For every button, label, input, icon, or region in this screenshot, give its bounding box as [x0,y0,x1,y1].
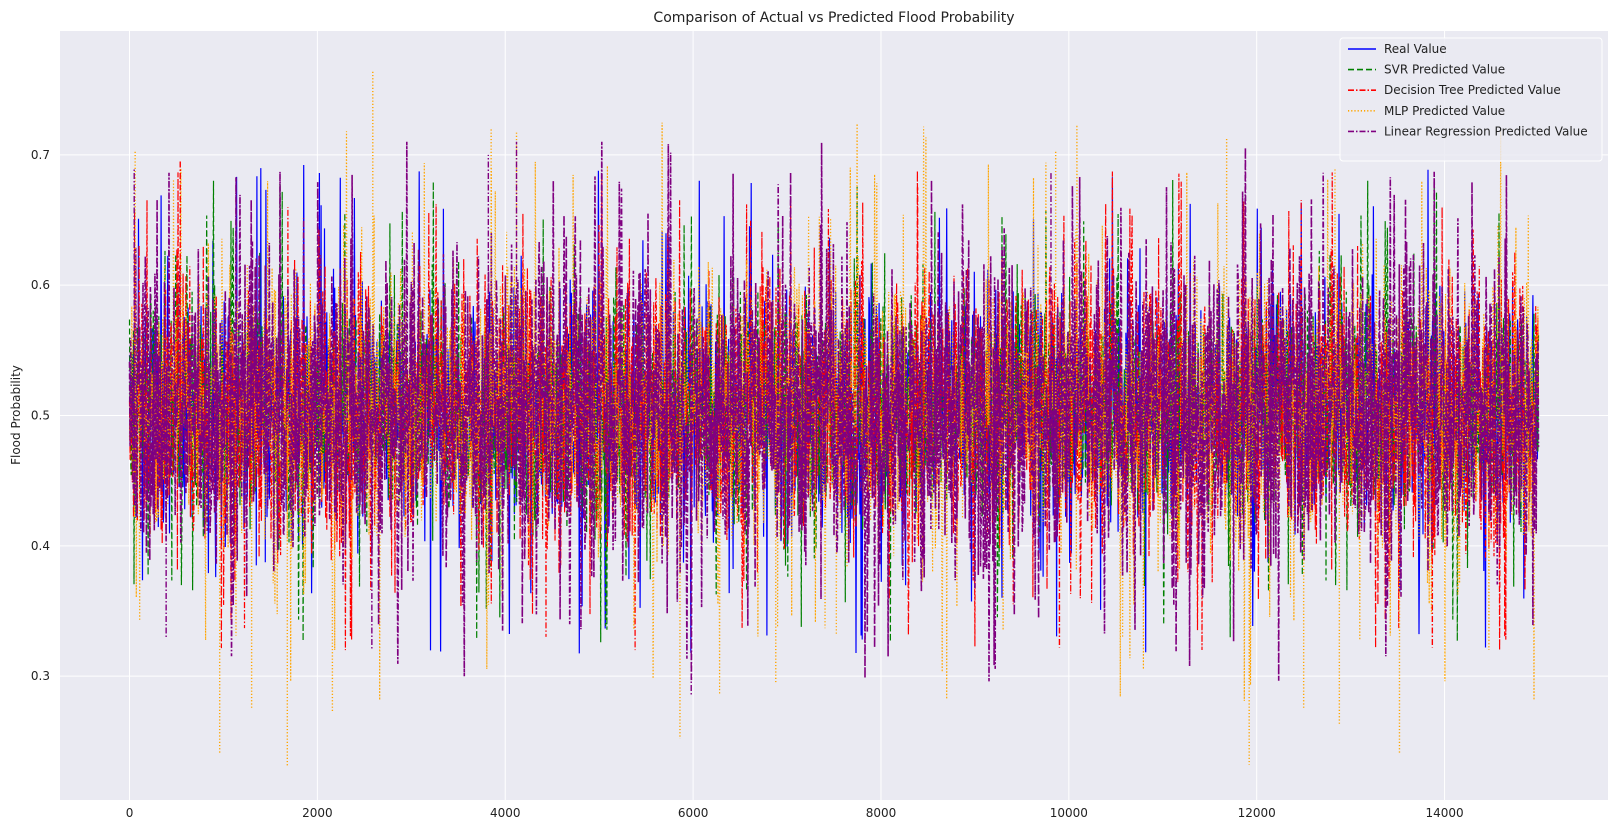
x-tick-label: 2000 [302,806,333,820]
x-tick-label: 8000 [866,806,897,820]
legend-label: SVR Predicted Value [1384,63,1505,77]
y-tick-label: 0.3 [31,669,50,683]
y-tick-label: 0.4 [31,539,50,553]
x-tick-label: 10000 [1050,806,1088,820]
x-tick-label: 12000 [1238,806,1276,820]
y-tick-label: 0.7 [31,148,50,162]
legend-box [1339,37,1603,162]
legend-label: MLP Predicted Value [1384,104,1505,118]
chart-title: Comparison of Actual vs Predicted Flood … [653,10,1014,26]
y-tick-label: 0.6 [31,278,50,292]
x-axis-ticks: 0 2000 4000 6000 8000 10000 12000 14000 [126,806,1464,820]
y-tick-label: 0.5 [31,409,50,423]
legend-label: Decision Tree Predicted Value [1384,83,1561,97]
legend-label: Linear Regression Predicted Value [1384,124,1588,138]
x-tick-label: 0 [126,806,134,820]
x-tick-label: 6000 [678,806,709,820]
plot-area [128,70,1540,768]
series-line-4 [128,141,1540,682]
legend: Real Value SVR Predicted Value Decision Tr… [1339,37,1603,162]
x-tick-label: 4000 [490,806,521,820]
series-layer [128,70,1540,768]
y-axis-ticks: 0.3 0.4 0.5 0.6 0.7 [31,148,50,683]
y-axis-label: Flood Probability [9,365,23,465]
legend-label: Real Value [1384,42,1447,56]
x-tick-label: 14000 [1425,806,1463,820]
